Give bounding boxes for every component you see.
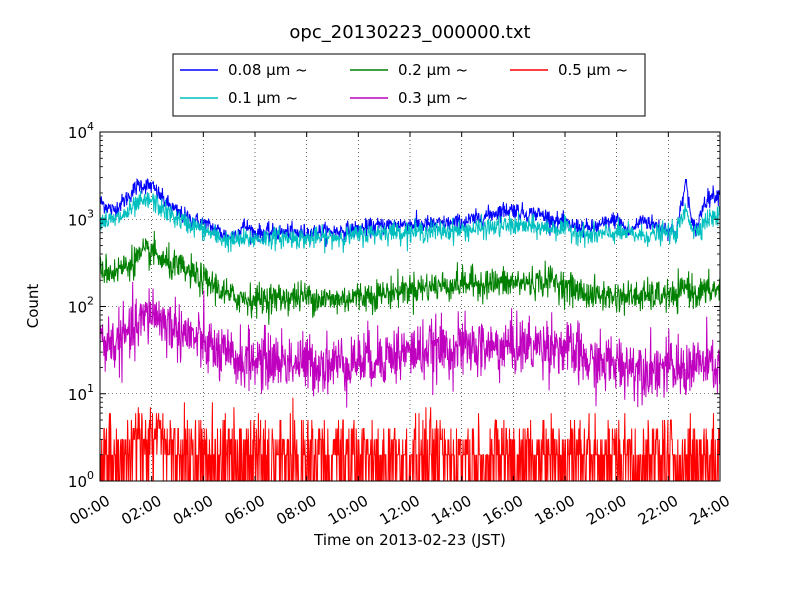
legend: 0.08 μm ~ 0.1 μm ~ 0.2 μm ~ 0.3 μm ~ 0.5 μm … bbox=[172, 53, 646, 117]
series-line-2 bbox=[100, 230, 720, 325]
legend-label: 0.3 μm ~ bbox=[398, 89, 468, 107]
legend-label: 0.5 μm ~ bbox=[558, 61, 628, 79]
y-axis-label: Count bbox=[24, 284, 42, 329]
legend-label: 0.1 μm ~ bbox=[228, 89, 298, 107]
y-tick-label: 103 bbox=[68, 207, 94, 229]
series-line-1 bbox=[100, 190, 720, 254]
x-axis-label: Time on 2013-02-23 (JST) bbox=[313, 531, 506, 549]
series-line-0 bbox=[100, 178, 720, 247]
series-layer bbox=[100, 178, 720, 481]
legend-box bbox=[172, 53, 646, 117]
y-axis: 100 101 102 103 104 bbox=[68, 120, 720, 491]
y-tick-label: 100 bbox=[68, 469, 94, 491]
series-line-4 bbox=[100, 397, 720, 481]
legend-label: 0.08 μm ~ bbox=[228, 61, 308, 79]
y-tick-label: 104 bbox=[68, 120, 94, 142]
series-line-3 bbox=[100, 281, 720, 408]
y-tick-label: 101 bbox=[68, 382, 94, 404]
legend-label: 0.2 μm ~ bbox=[398, 61, 468, 79]
y-tick-label: 102 bbox=[68, 295, 94, 317]
chart-title: opc_20130223_000000.txt bbox=[289, 22, 530, 43]
